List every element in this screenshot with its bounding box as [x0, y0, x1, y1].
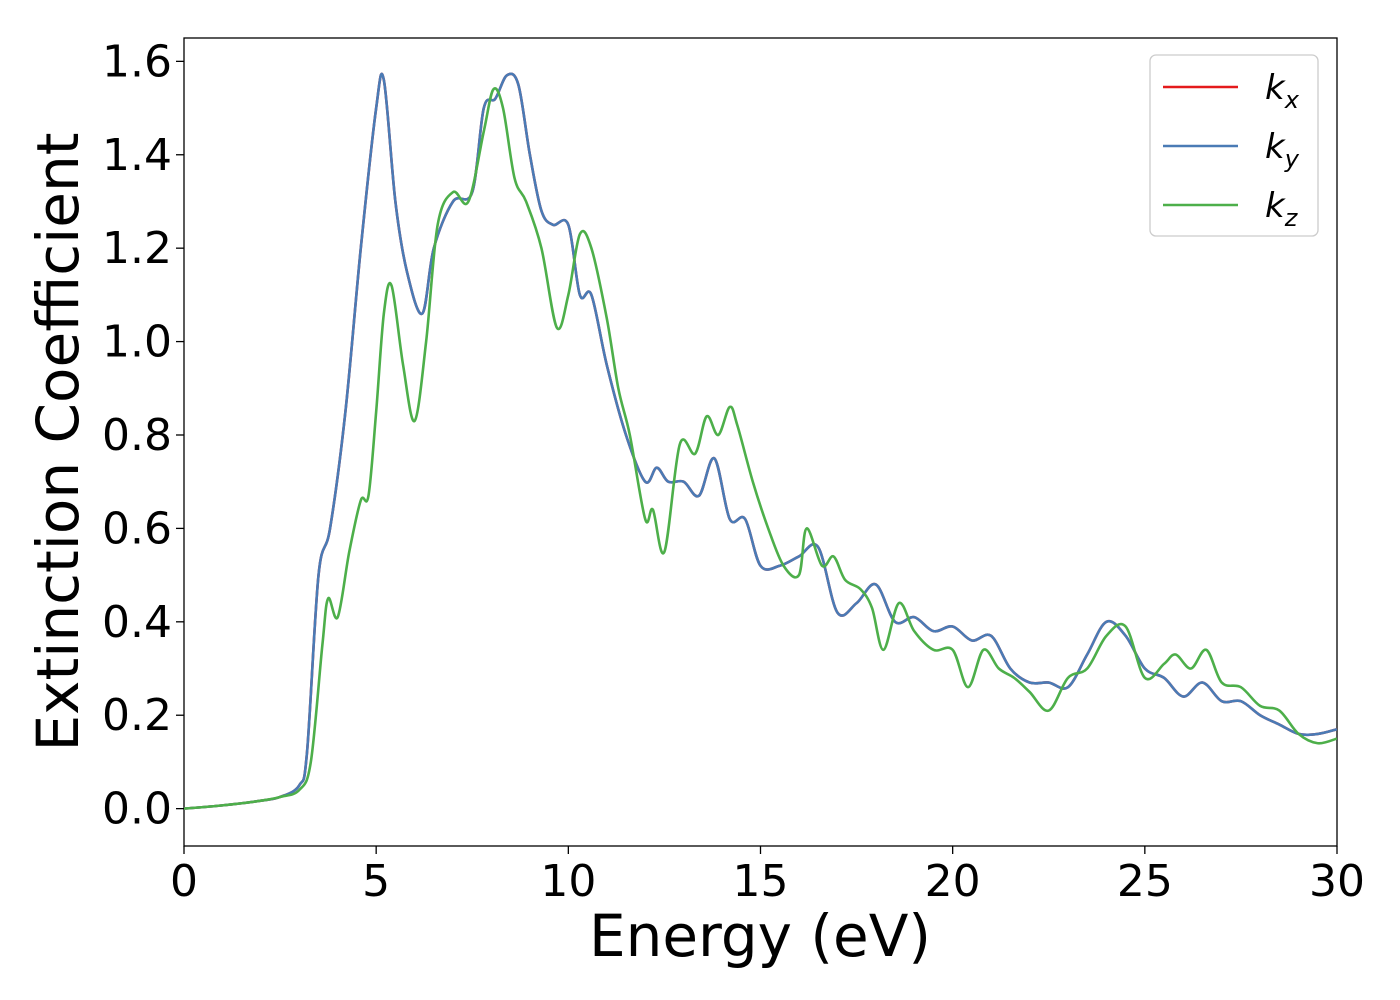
y-axis-ticks: 0.0 0.2 0.4 0.6 0.8 1.0 1.2 1.4 1.6 [102, 36, 184, 835]
legend: kx ky kz [1149, 54, 1319, 237]
x-axis-title: Energy (eV) [589, 902, 931, 970]
x-axis-ticks: 0 5 10 15 20 25 30 [170, 846, 1365, 907]
y-tick-label: 1.2 [102, 223, 172, 274]
y-tick-label: 0.2 [102, 690, 172, 741]
x-tick-label: 5 [362, 856, 390, 907]
x-tick-label: 15 [733, 856, 789, 907]
x-tick-label: 25 [1117, 856, 1173, 907]
y-tick-label: 1.4 [102, 130, 172, 181]
x-tick-label: 20 [925, 856, 981, 907]
y-tick-label: 0.8 [102, 410, 172, 461]
y-axis-title: Extinction Coefficient [24, 133, 92, 752]
y-tick-label: 0.4 [102, 597, 172, 648]
series-lines [184, 72, 1337, 810]
x-tick-label: 10 [540, 856, 596, 907]
y-tick-label: 0.6 [102, 503, 172, 554]
y-tick-label: 1.6 [102, 36, 172, 87]
series-line-k-y [184, 72, 1337, 810]
legend-label-k-x: kx [1265, 68, 1300, 114]
series-line-k-z [184, 87, 1337, 810]
legend-label-k-y: ky [1265, 127, 1300, 173]
x-tick-label: 0 [170, 856, 198, 907]
x-tick-label: 30 [1309, 856, 1365, 907]
y-tick-label: 0.0 [102, 784, 172, 835]
y-tick-label: 1.0 [102, 317, 172, 368]
legend-label-k-z: kz [1265, 186, 1299, 232]
plot-area [183, 37, 1338, 847]
